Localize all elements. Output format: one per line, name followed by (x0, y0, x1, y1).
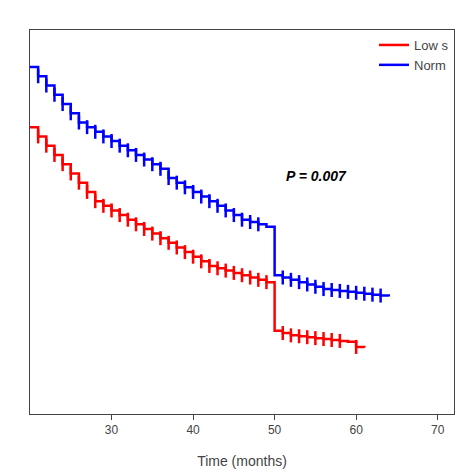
svg-text:40: 40 (186, 423, 200, 437)
svg-text:30: 30 (105, 423, 119, 437)
svg-text:Norm: Norm (414, 58, 446, 73)
svg-text:50: 50 (268, 423, 282, 437)
svg-text:P = 0.007: P = 0.007 (286, 168, 347, 184)
svg-text:60: 60 (349, 423, 363, 437)
svg-text:70: 70 (431, 423, 445, 437)
svg-text:Time (months): Time (months) (197, 453, 287, 469)
svg-text:Low s: Low s (414, 38, 448, 53)
